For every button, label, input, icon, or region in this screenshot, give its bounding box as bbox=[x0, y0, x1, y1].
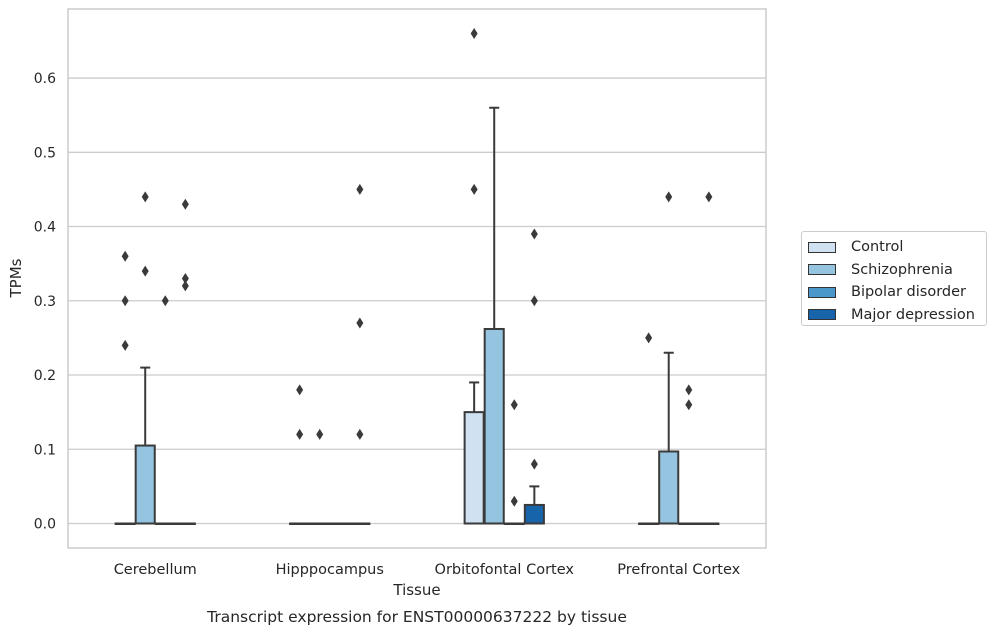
box bbox=[658, 450, 680, 525]
y-tick-label: 0.5 bbox=[34, 145, 56, 161]
outlier-point bbox=[510, 495, 518, 507]
outlier-point bbox=[296, 384, 304, 396]
outlier-point bbox=[181, 273, 189, 284]
outlier-point bbox=[356, 183, 364, 195]
chart-caption: Transcript expression for ENST0000063722… bbox=[206, 608, 627, 626]
boxes-layer bbox=[114, 28, 720, 525]
box bbox=[483, 327, 505, 525]
outlier-point bbox=[296, 428, 304, 440]
outlier-point bbox=[685, 384, 693, 396]
outlier-point bbox=[161, 295, 169, 307]
box bbox=[523, 503, 545, 525]
y-axis-ticks: 0.0 0.1 0.2 0.3 0.4 0.5 0.6 bbox=[34, 71, 56, 532]
outlier-point bbox=[356, 317, 364, 329]
outlier-point bbox=[530, 295, 538, 307]
legend: Control Schizophrenia Bipolar disorder M… bbox=[801, 231, 987, 326]
outlier-point bbox=[121, 339, 129, 351]
legend-label-major-depression: Major depression bbox=[851, 306, 975, 323]
outlier-point bbox=[645, 332, 653, 344]
box bbox=[463, 411, 485, 525]
outlier-point bbox=[141, 191, 149, 203]
y-axis-label: TPMs bbox=[7, 258, 25, 298]
legend-swatch-bipolar-disorder bbox=[808, 286, 836, 298]
legend-swatch-control bbox=[808, 241, 836, 253]
x-axis-label: Tissue bbox=[392, 581, 440, 599]
outlier-point bbox=[510, 399, 518, 411]
x-tick-label: Orbitofontal Cortex bbox=[435, 562, 575, 578]
y-tick-label: 0.3 bbox=[34, 294, 56, 310]
legend-item-control: Control bbox=[808, 236, 986, 259]
legend-item-bipolar-disorder: Bipolar disorder bbox=[808, 281, 986, 304]
legend-label-bipolar-disorder: Bipolar disorder bbox=[851, 284, 966, 301]
outlier-point bbox=[121, 250, 129, 262]
legend-item-major-depression: Major depression bbox=[808, 304, 986, 327]
y-tick-label: 0.6 bbox=[34, 71, 56, 87]
outlier-point bbox=[685, 399, 693, 411]
outlier-point bbox=[316, 428, 324, 440]
outlier-point bbox=[530, 228, 538, 240]
y-tick-label: 0.1 bbox=[34, 442, 56, 458]
outlier-point bbox=[470, 28, 478, 39]
x-axis-ticks: Cerebellum Hipppocampus Orbitofontal Corte… bbox=[114, 562, 741, 578]
outlier-point bbox=[181, 280, 189, 292]
x-tick-label: Cerebellum bbox=[114, 562, 197, 578]
outlier-point bbox=[530, 458, 538, 470]
legend-swatch-schizophrenia bbox=[808, 264, 836, 276]
y-tick-label: 0.2 bbox=[34, 368, 56, 384]
y-tick-label: 0.4 bbox=[34, 220, 56, 236]
outlier-point bbox=[705, 191, 713, 203]
y-tick-label: 0.0 bbox=[34, 517, 56, 533]
x-tick-label: Prefrontal Cortex bbox=[617, 562, 740, 578]
legend-label-control: Control bbox=[851, 239, 904, 256]
outlier-point bbox=[356, 428, 364, 440]
legend-item-schizophrenia: Schizophrenia bbox=[808, 259, 986, 282]
legend-label-schizophrenia: Schizophrenia bbox=[851, 261, 953, 278]
outlier-point bbox=[470, 183, 478, 195]
legend-swatch-major-depression bbox=[808, 309, 836, 321]
box bbox=[134, 444, 156, 525]
outlier-point bbox=[665, 191, 673, 203]
outlier-point bbox=[141, 265, 149, 277]
outlier-point bbox=[121, 295, 129, 307]
outlier-point bbox=[181, 198, 189, 210]
x-tick-label: Hipppocampus bbox=[276, 562, 384, 578]
